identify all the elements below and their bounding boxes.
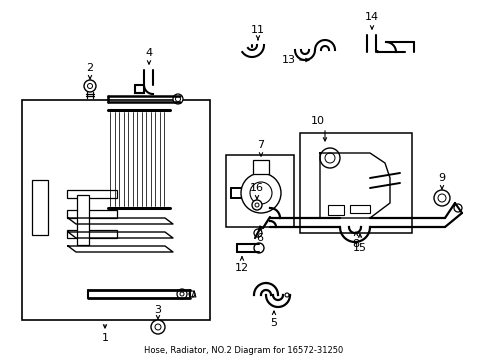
Text: 13: 13 (282, 55, 295, 65)
Text: 15: 15 (352, 243, 366, 253)
Text: 8: 8 (352, 239, 359, 249)
Bar (299, 133, 411, 233)
Text: 1: 1 (102, 333, 108, 343)
Circle shape (251, 200, 262, 210)
Bar (77, 195, 89, 245)
Text: 7: 7 (257, 140, 264, 150)
Circle shape (173, 94, 183, 104)
Circle shape (433, 190, 449, 206)
Text: 16: 16 (249, 183, 264, 193)
Bar (349, 205, 369, 213)
Bar (67, 230, 117, 238)
Circle shape (453, 204, 461, 212)
Text: 11: 11 (250, 25, 264, 35)
Bar (32, 180, 48, 235)
Bar (252, 160, 268, 174)
Text: 6: 6 (256, 233, 263, 243)
Text: 10: 10 (310, 116, 325, 126)
Bar (327, 205, 343, 215)
Circle shape (87, 84, 92, 89)
Text: 5: 5 (270, 318, 277, 328)
Text: 9: 9 (438, 173, 445, 183)
Text: 2: 2 (86, 63, 93, 73)
Circle shape (177, 289, 186, 299)
Circle shape (180, 292, 183, 296)
Bar (67, 210, 117, 218)
Circle shape (437, 194, 445, 202)
Circle shape (319, 148, 339, 168)
Bar (67, 190, 117, 198)
Bar (225, 155, 293, 227)
Circle shape (84, 80, 96, 92)
Circle shape (325, 153, 334, 163)
Circle shape (241, 173, 281, 213)
Circle shape (155, 324, 161, 330)
Bar (22, 100, 209, 320)
Text: 14: 14 (364, 12, 378, 22)
Text: Hose, Radiator, NO.2 Diagram for 16572-31250: Hose, Radiator, NO.2 Diagram for 16572-3… (144, 346, 343, 355)
Circle shape (175, 96, 180, 102)
Circle shape (189, 291, 195, 297)
Circle shape (253, 229, 262, 237)
Circle shape (285, 293, 288, 297)
Text: 4: 4 (145, 48, 152, 58)
Circle shape (151, 320, 164, 334)
Circle shape (249, 182, 271, 204)
Text: 12: 12 (234, 263, 248, 273)
Circle shape (253, 243, 264, 253)
Text: 3: 3 (154, 305, 161, 315)
Circle shape (254, 203, 259, 207)
